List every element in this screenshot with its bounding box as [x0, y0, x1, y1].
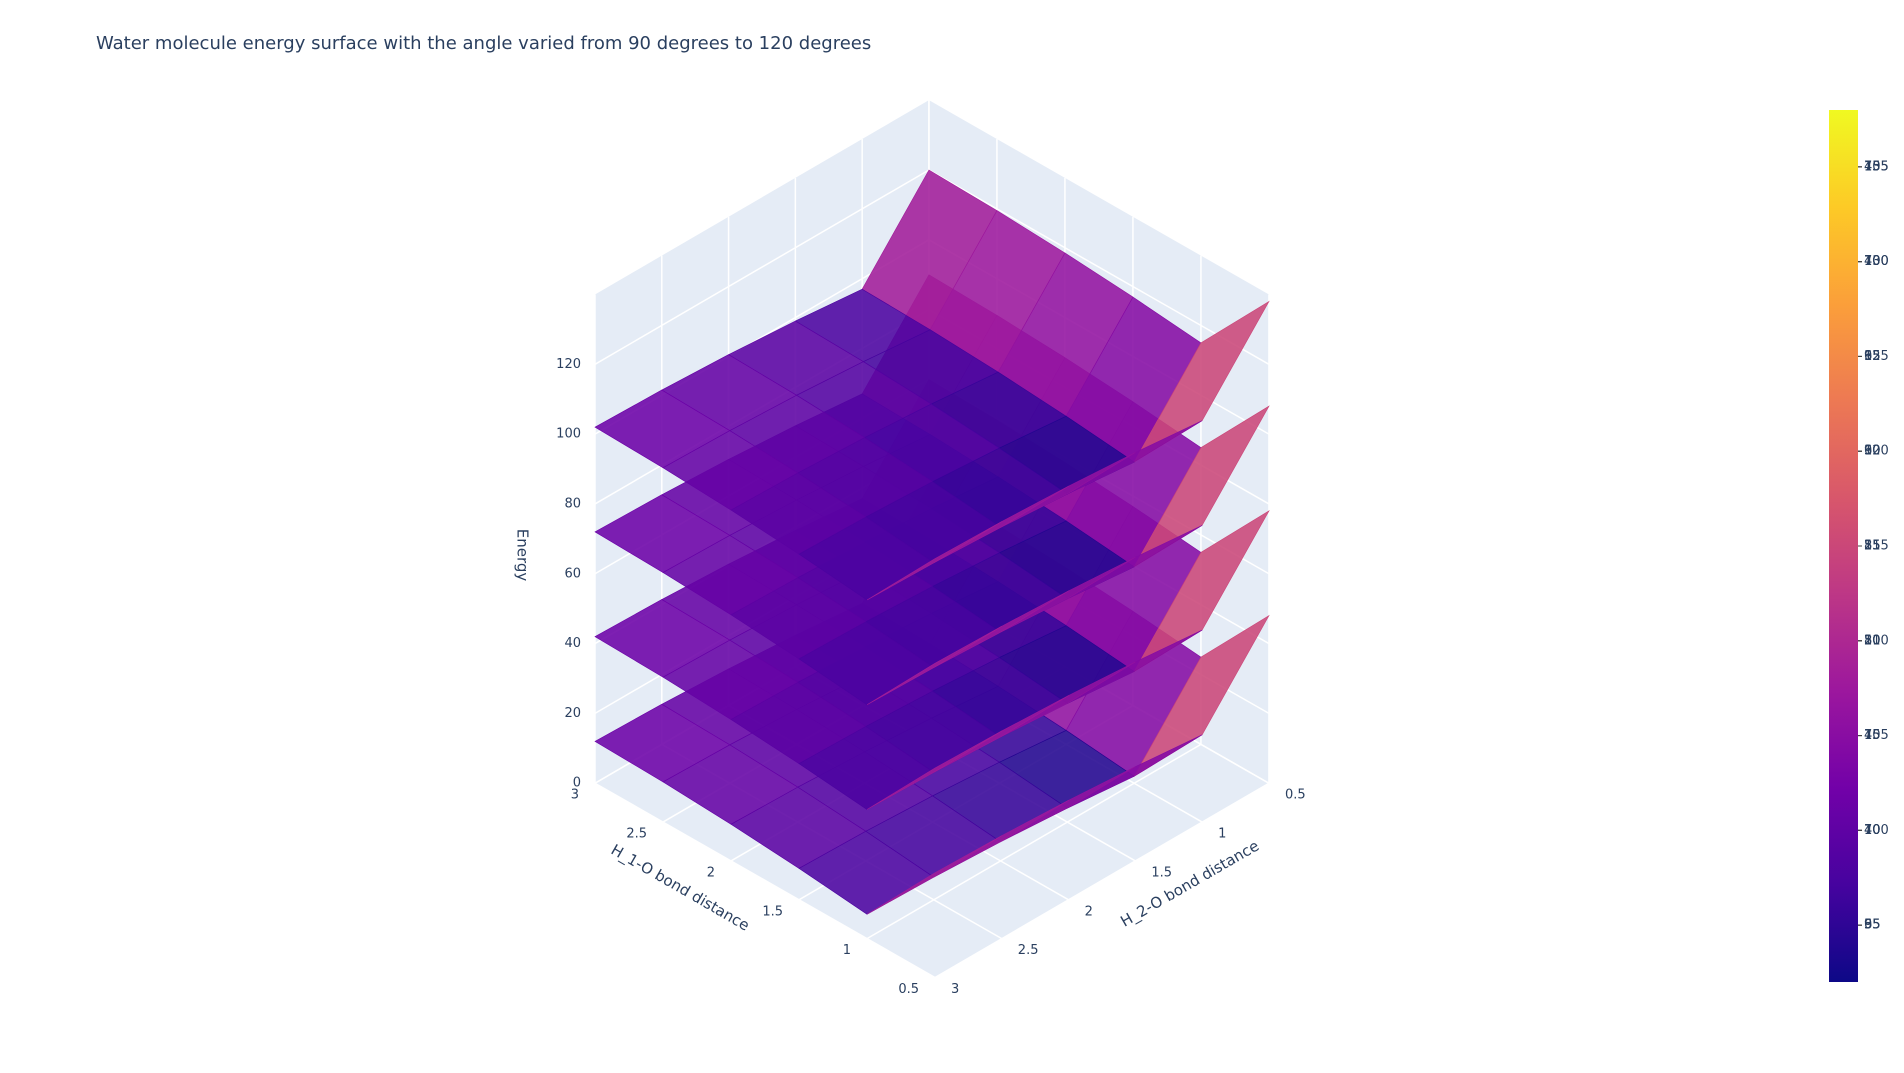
y-tick-label: 1 [1218, 827, 1226, 842]
y-tick-label: 0.5 [1285, 788, 1306, 803]
surface-patch [866, 835, 1002, 915]
z-tick-label: 80 [564, 496, 581, 511]
colorbar-tick-label: 135 [1864, 159, 1889, 174]
x-tick-label: 0.5 [898, 982, 919, 997]
colorbar-tick-label: 110 [1864, 633, 1889, 648]
colorbar-tick-label: 40 [1864, 823, 1881, 838]
x-tick-label: 2.5 [626, 827, 647, 842]
colorbar-tick-label: 25 [1864, 539, 1881, 554]
colorbar-tick-label: 35 [1864, 918, 1881, 933]
z-tick-label: 0 [573, 776, 581, 791]
grid-line [594, 782, 936, 979]
colorbar-tick-label: 40 [1864, 254, 1881, 269]
z-tick-label: 120 [556, 357, 581, 372]
colorbar-tick-label: 50 [1864, 633, 1881, 648]
colorbar-tick-label: 85 [1864, 539, 1881, 554]
chart-title: Water molecule energy surface with the a… [96, 33, 871, 54]
grid-line [594, 169, 930, 365]
surface-patch [866, 730, 1002, 810]
colorbar-tick-label: 65 [1864, 918, 1881, 933]
colorbar-tick-label: 5 [1864, 918, 1872, 933]
colorbar-tick-label: 90 [1864, 444, 1881, 459]
colorbar-tick-label: 70 [1864, 254, 1881, 269]
colorbar-tick-label: 45 [1864, 728, 1881, 743]
colorbar-tick-label: 120 [1864, 444, 1889, 459]
x-tick-label: 1 [843, 943, 851, 958]
colorbar-tick-label: 105 [1864, 728, 1889, 743]
colorbar-tick-label: 125 [1864, 349, 1889, 364]
colorbar-tick-label: 105 [1864, 159, 1889, 174]
colorbar-tick-label: 95 [1864, 918, 1881, 933]
z-tick-label: 100 [556, 427, 581, 442]
colorbar-tick-label: 95 [1864, 349, 1881, 364]
colorbar-tick-label: 75 [1864, 728, 1881, 743]
y-tick-label: 3 [951, 982, 959, 997]
grid-line [866, 743, 1202, 940]
grid-line [934, 782, 1270, 979]
colorbar-tick-label: 70 [1864, 823, 1881, 838]
colorbar-tick-label: 115 [1864, 539, 1889, 554]
z-tick-label: 20 [564, 706, 581, 721]
x-tick-label: 2 [707, 865, 715, 880]
grid-line [928, 169, 1270, 365]
colorbar-tick-label: 15 [1864, 728, 1881, 743]
colorbar-tick-label: 130 [1864, 254, 1889, 269]
colorbar-tick-label: 100 [1864, 823, 1889, 838]
surface-patch [866, 625, 1002, 706]
colorbar-tick-label: 20 [1864, 633, 1881, 648]
x-tick-label: 1.5 [762, 904, 783, 919]
x-tick-label: 3 [571, 788, 579, 803]
z-tick-label: 40 [564, 636, 581, 651]
colorbar-tick-label: 30 [1864, 444, 1881, 459]
colorbar-tick-label: 55 [1864, 539, 1881, 554]
colorbar-tick-label: 10 [1864, 823, 1881, 838]
y-tick-label: 2 [1085, 904, 1093, 919]
colorbar [1829, 110, 1858, 982]
colorbar-tick-label: 75 [1864, 159, 1881, 174]
colorbar-tick-label: 80 [1864, 633, 1881, 648]
y-tick-label: 2.5 [1018, 943, 1039, 958]
colorbar-tick-label: 35 [1864, 349, 1881, 364]
y-tick-label: 1.5 [1151, 865, 1172, 880]
z-axis-title: Energy [514, 529, 532, 582]
colorbar-tick-label: 45 [1864, 159, 1881, 174]
colorbar-tick-label: 65 [1864, 349, 1881, 364]
colorbar-tick-label: 60 [1864, 444, 1881, 459]
colorbar-tick-label: 100 [1864, 254, 1889, 269]
surface-patch [866, 521, 1002, 601]
z-tick-label: 60 [564, 566, 581, 581]
